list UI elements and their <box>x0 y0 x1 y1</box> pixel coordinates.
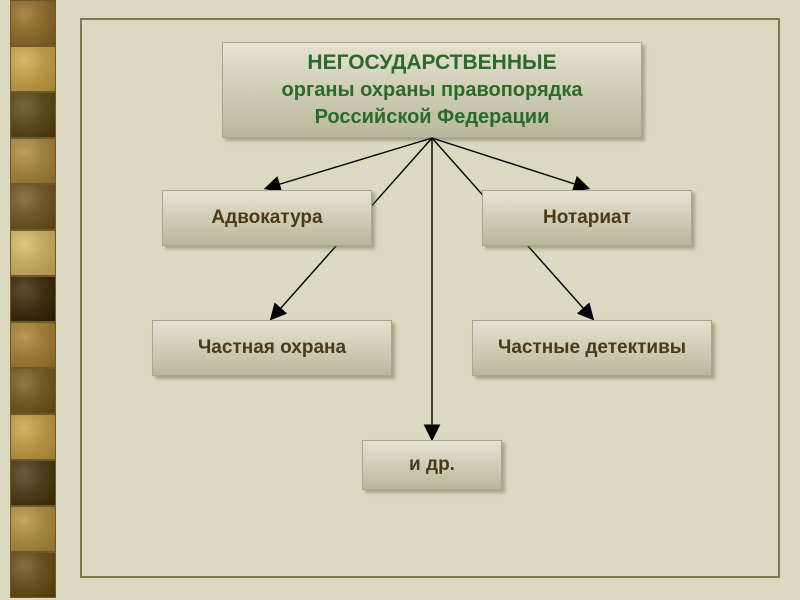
title-line-2: органы охраны правопорядка <box>282 77 583 104</box>
side-tile <box>10 552 56 598</box>
child-box-idr: и др. <box>362 440 502 490</box>
child-box-advokatura: Адвокатура <box>162 190 372 246</box>
side-tile <box>10 414 56 460</box>
title-line-3: Российской Федерации <box>315 104 550 131</box>
title-line-1: НЕГОСУДАРСТВЕННЫЕ <box>307 49 556 77</box>
decorative-side-strip <box>10 0 56 600</box>
side-tile <box>10 276 56 322</box>
child-box-notariat: Нотариат <box>482 190 692 246</box>
side-tile <box>10 368 56 414</box>
main-frame: НЕГОСУДАРСТВЕННЫЕ органы охраны правопор… <box>80 18 780 578</box>
side-tile <box>10 46 56 92</box>
arrow <box>432 138 587 188</box>
side-tile <box>10 230 56 276</box>
side-tile <box>10 460 56 506</box>
side-tile <box>10 184 56 230</box>
arrow <box>267 138 432 188</box>
side-tile <box>10 92 56 138</box>
side-tile <box>10 506 56 552</box>
child-box-ohrana: Частная охрана <box>152 320 392 376</box>
side-tile <box>10 138 56 184</box>
side-tile <box>10 322 56 368</box>
child-box-detektivy: Частные детективы <box>472 320 712 376</box>
title-box: НЕГОСУДАРСТВЕННЫЕ органы охраны правопор… <box>222 42 642 138</box>
side-tile <box>10 0 56 46</box>
